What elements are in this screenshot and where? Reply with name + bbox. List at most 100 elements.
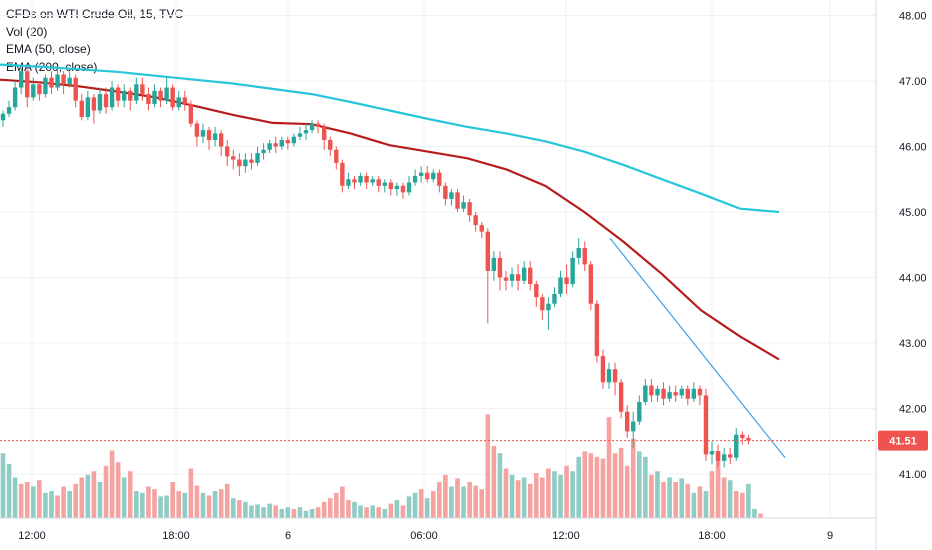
volume-bar [109,450,115,518]
volume-bar [467,482,472,518]
candle-body [370,179,375,183]
x-tick-label: 12:00 [552,530,580,542]
candle-body [467,202,472,216]
candle-body [709,451,715,455]
volume-bar [473,485,478,518]
volume-bar [406,496,412,518]
candle-body [31,84,36,98]
y-tick-label: 46.00 [899,142,927,154]
volume-bar [164,495,169,518]
volume-bar [194,485,200,518]
candle-body [194,123,200,137]
volume-bar [352,501,357,518]
volume-bar [170,482,175,518]
candle-body [728,454,733,458]
candle-body [152,90,157,104]
candle-body [612,369,618,383]
candle-body [364,175,369,183]
volume-bar [340,486,345,518]
x-tick-label: 18:00 [162,530,190,542]
y-tick-label: 44.00 [899,273,927,285]
candle-body [618,382,624,412]
volume-bar [121,477,127,518]
candle-body [558,277,563,294]
candle-body [164,87,169,101]
volume-bar [727,480,733,518]
candle-body [346,179,351,186]
volume-bar [491,446,497,518]
candle-body [661,388,666,399]
legend-volume: Vol (20) [6,24,48,39]
volume-bar [443,474,448,518]
candle-body [570,257,575,285]
candle-body [425,172,430,180]
candle-body [79,100,84,118]
candle-body [455,192,460,209]
volume-bar [661,482,666,518]
volume-bar [546,468,551,518]
candle-body [212,133,218,140]
candle-body [0,113,6,121]
candle-body [437,172,442,186]
volume-bar [37,480,42,518]
candle-body [134,84,139,101]
volume-bar [6,464,12,518]
volume-bar [418,489,424,518]
overlays: 41.51 [0,237,928,458]
volume-bar [394,500,400,518]
candle-body [128,90,133,101]
volume-bar [12,477,18,518]
candle-body [400,185,406,193]
y-tick-label: 41.00 [899,469,927,481]
volume-bar [55,495,60,518]
candle-body [261,149,266,154]
candle-body [122,90,127,101]
volume-bar [540,477,545,518]
candle-body [679,388,684,396]
volume-bar [309,509,315,518]
volume-bar [346,500,351,518]
volume-bar [315,507,321,518]
candle-body [200,130,206,137]
volume-bar [273,505,278,518]
candle-body [49,77,54,88]
candle-body [206,130,212,140]
volume-bar [552,471,557,518]
candle-body [170,87,175,108]
candle-body [649,385,654,396]
volume-bar [364,507,369,518]
volume-bar [709,471,715,518]
candle-body [352,179,357,183]
candle-body [715,451,721,461]
candle-body [291,136,297,144]
volume-bar [673,482,678,518]
candle-body [25,71,30,98]
candle-body [746,437,751,441]
volume-bar [497,453,503,518]
candle-body [491,257,497,271]
volume-bar [206,495,212,518]
volume-bar [649,474,654,518]
candle-body [273,143,278,147]
candle-body [176,97,181,108]
candle-body [588,264,594,304]
volume-bar [97,482,103,518]
candle-body [249,159,254,163]
volume-bar [327,498,333,518]
candle-body [376,179,381,186]
volume-bar [146,486,151,518]
candle-body [73,77,78,101]
candle-body [734,434,739,458]
trendline [609,237,786,458]
candle-body [521,267,527,281]
volume-bar [527,483,533,518]
x-tick-label: 6 [285,530,291,542]
legend-symbol: CFDs on WTI Crude Oil, 15, TVC [6,7,184,21]
volume-bar [31,486,36,518]
y-tick-label: 45.00 [899,207,927,219]
candle-body [255,153,260,163]
candle-body [340,162,345,186]
volume-bars [0,414,763,518]
